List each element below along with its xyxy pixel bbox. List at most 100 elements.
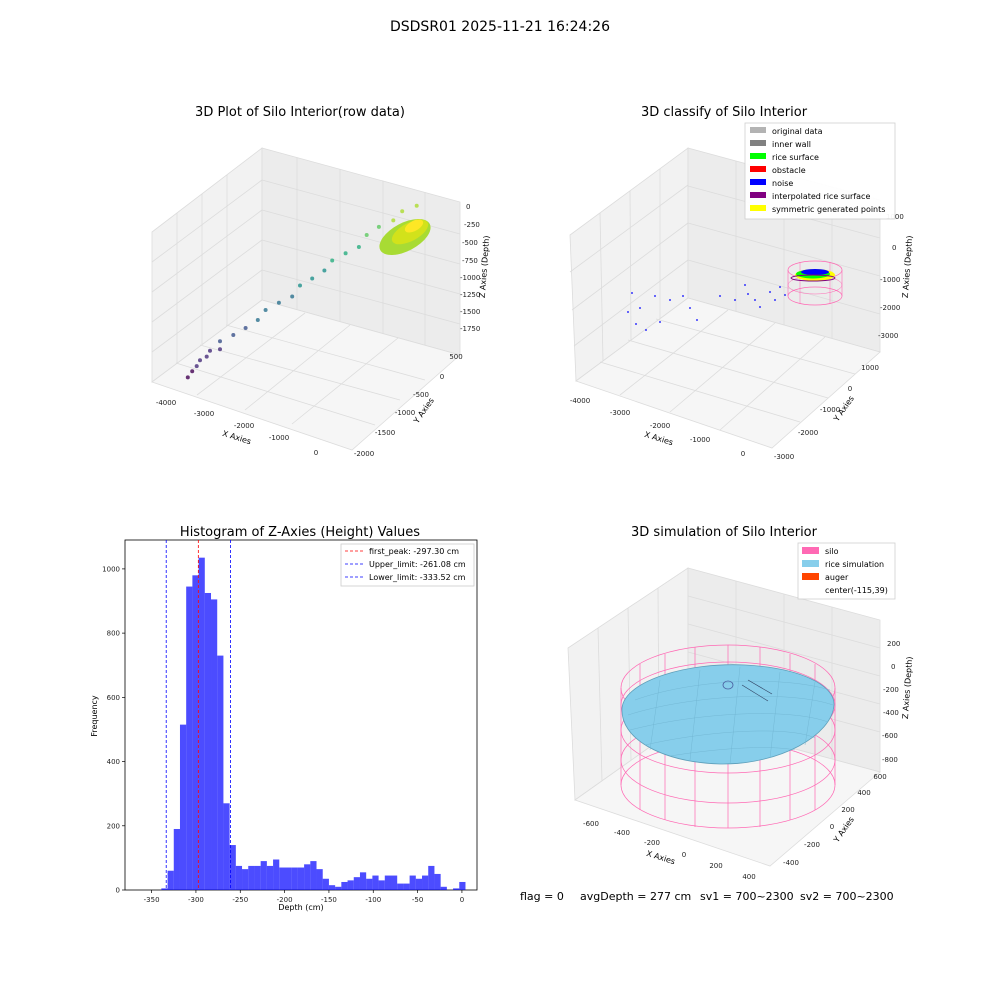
scatter-point xyxy=(198,358,202,363)
p4-xtick: -600 xyxy=(583,820,599,828)
histogram-bar xyxy=(273,859,280,890)
histogram-bar xyxy=(266,865,274,890)
legend-label: auger xyxy=(825,573,849,582)
p1-ytick: -500 xyxy=(413,391,429,399)
x-tick-label: -100 xyxy=(365,896,381,904)
classified-silo-cylinder xyxy=(787,260,843,306)
histogram-vlines xyxy=(165,540,231,890)
p4-xlabel: X Axies xyxy=(645,849,676,866)
histogram-bar xyxy=(347,880,354,890)
noise-point xyxy=(689,307,691,309)
noise-point xyxy=(627,311,629,313)
panel2-y-ticks: 1000 0 -1000 -2000 -3000 xyxy=(774,364,879,461)
noise-point xyxy=(719,295,721,297)
panel4-y-ticks: 600 400 200 0 -200 -400 xyxy=(783,773,887,867)
histogram-bar xyxy=(254,865,261,890)
histogram-bar xyxy=(198,557,205,890)
p4-ytick: -200 xyxy=(804,841,820,849)
legend-label: original data xyxy=(772,127,823,136)
panel1-box xyxy=(151,147,461,451)
histogram-bar xyxy=(453,888,460,890)
p1-ztick: -250 xyxy=(464,221,480,229)
p4-zlabel: Z Axies (Depth) xyxy=(901,656,914,719)
p1-ztick: -1500 xyxy=(460,308,480,316)
histogram-bar xyxy=(297,867,305,890)
legend-label: inner wall xyxy=(772,140,811,149)
p2-xtick: -4000 xyxy=(570,397,590,405)
scatter-point xyxy=(364,233,369,237)
p1-ytick: -2000 xyxy=(354,450,374,458)
legend-swatch xyxy=(750,166,766,172)
footer-avg-depth: avgDepth = 277 cm xyxy=(580,890,691,903)
p4-ztick: -600 xyxy=(882,732,898,740)
p2-ztick: -3000 xyxy=(878,332,898,340)
p2-ytick: -3000 xyxy=(774,453,794,461)
panel1-x-ticks: -4000 -3000 -2000 -1000 0 xyxy=(156,399,318,457)
histogram-bar xyxy=(173,828,180,890)
histogram-bars xyxy=(161,557,466,890)
panel1-y-ticks: 500 0 -500 -1000 -1500 -2000 xyxy=(354,353,463,458)
panel2-z-ticks: 1000 0 -1000 -2000 -3000 xyxy=(878,213,904,340)
histogram-bar xyxy=(167,870,174,890)
rice-surface-cluster xyxy=(379,218,431,256)
histogram-bar xyxy=(285,867,292,890)
noise-point xyxy=(769,291,771,293)
legend-swatch xyxy=(750,179,766,185)
noise-point xyxy=(645,329,647,331)
p4-ztick: -400 xyxy=(883,709,899,717)
p2-ztick: -1000 xyxy=(880,276,900,284)
histogram-bar xyxy=(179,724,187,890)
y-tick-label: 0 xyxy=(116,887,120,895)
legend-swatch xyxy=(750,205,766,211)
p4-ytick: -400 xyxy=(783,859,799,867)
noise-point xyxy=(635,323,637,325)
histogram-bar xyxy=(316,869,323,890)
x-tick-label: -200 xyxy=(277,896,293,904)
legend-label: noise xyxy=(772,179,793,188)
x-tick-label: -50 xyxy=(412,896,423,904)
scatter-point xyxy=(190,369,195,374)
scatter-point xyxy=(276,300,281,305)
histogram-xlabel: Depth (cm) xyxy=(278,903,323,912)
histogram-bar xyxy=(204,592,212,890)
p1-xlabel: X Axies xyxy=(221,429,252,446)
y-tick-label: 200 xyxy=(107,822,120,830)
p1-ztick: -750 xyxy=(462,257,478,265)
scatter-point xyxy=(255,318,260,322)
histogram-bar xyxy=(409,875,416,890)
scatter-point xyxy=(330,258,335,263)
legend-label: obstacle xyxy=(772,166,806,175)
y-tick-label: 600 xyxy=(107,694,120,702)
sim-rice-surface xyxy=(621,664,835,765)
legend-swatch xyxy=(750,153,766,159)
panel3-title: Histogram of Z-Axies (Height) Values xyxy=(180,525,420,540)
legend-swatch xyxy=(802,547,819,554)
scatter-point xyxy=(322,268,327,273)
panel2-x-ticks: -4000 -3000 -2000 -1000 0 xyxy=(570,397,745,458)
p1-ytick: -1500 xyxy=(375,429,395,437)
noise-point xyxy=(779,286,781,288)
p4-ztick: -800 xyxy=(882,756,898,764)
scatter-point xyxy=(263,308,268,312)
footer-flag: flag = 0 xyxy=(520,890,564,903)
histogram-bar xyxy=(434,873,441,890)
histogram-bar xyxy=(384,875,391,890)
noise-point xyxy=(734,299,736,301)
y-tick-label: 800 xyxy=(107,630,120,638)
histogram-bar xyxy=(304,864,311,890)
x-tick-label: -300 xyxy=(188,896,204,904)
footer-status: flag = 0 avgDepth = 277 cm sv1 = 700~230… xyxy=(520,890,894,903)
histogram-bar xyxy=(211,599,218,890)
p2-ytick: 0 xyxy=(848,385,852,393)
legend-label: rice simulation xyxy=(825,560,884,569)
scatter-point xyxy=(376,224,381,229)
histogram-bar xyxy=(217,655,224,890)
histogram-bar xyxy=(353,877,360,890)
panel-histogram: Histogram of Z-Axies (Height) Values -35… xyxy=(90,525,478,912)
p2-xtick: -1000 xyxy=(690,436,710,444)
panel-classify-3d: 3D classify of Silo Interior -4000 -3000… xyxy=(569,105,914,461)
histogram-x-ticks: -350 -300 -250 -200 -150 -100 -50 0 xyxy=(144,890,464,904)
p1-ytick: 0 xyxy=(440,373,444,381)
x-tick-label: -350 xyxy=(144,896,160,904)
